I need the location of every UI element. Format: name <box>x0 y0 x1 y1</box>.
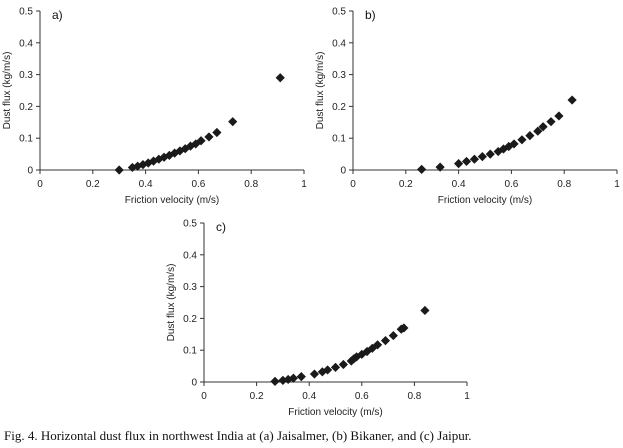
data-point <box>296 371 306 382</box>
data-point <box>546 117 556 127</box>
y-tick-label: 0.4 <box>19 38 33 49</box>
panel-label: c) <box>216 220 226 234</box>
x-tick-label: 1 <box>614 179 620 190</box>
y-axis-label: Dust flux (kg/m/s) <box>2 52 13 130</box>
data-point <box>357 349 367 359</box>
x-tick-label: 0.2 <box>250 391 264 402</box>
data-point <box>477 152 487 162</box>
data-point <box>380 336 391 346</box>
data-point <box>372 340 383 350</box>
y-tick-label: 0.2 <box>19 102 33 113</box>
data-point <box>454 159 464 169</box>
y-tick-label: 0.3 <box>332 70 346 81</box>
data-point <box>351 352 362 362</box>
data-point <box>461 156 472 167</box>
data-point <box>346 356 356 366</box>
y-tick-label: 0 <box>340 166 346 177</box>
data-point <box>399 323 409 333</box>
y-axis-label: Dust flux (kg/m/s) <box>315 52 326 130</box>
x-tick-label: 0.4 <box>452 179 466 190</box>
data-series <box>114 73 285 175</box>
data-point <box>417 164 427 174</box>
data-series <box>417 95 577 174</box>
x-tick-label: 0.4 <box>302 391 316 402</box>
y-tick-label: 0.3 <box>183 282 197 293</box>
x-tick-label: 0 <box>37 179 43 190</box>
data-point <box>275 73 285 83</box>
x-tick-label: 0.6 <box>355 391 369 402</box>
y-tick-label: 0.5 <box>19 7 33 18</box>
data-point <box>388 330 398 341</box>
data-point <box>420 305 430 316</box>
data-point <box>533 126 543 136</box>
data-point <box>309 369 320 379</box>
data-point <box>330 362 341 372</box>
data-point <box>114 165 124 175</box>
y-tick-label: 0.5 <box>332 7 346 18</box>
x-axis-label: Friction velocity (m/s) <box>438 195 532 206</box>
y-tick-label: 0.2 <box>183 314 197 325</box>
y-tick-label: 0.4 <box>332 38 346 49</box>
data-point <box>228 117 238 127</box>
y-tick-label: 0.1 <box>183 346 197 357</box>
x-tick-label: 0 <box>350 179 356 190</box>
x-tick-label: 0 <box>201 391 207 402</box>
y-tick-label: 0 <box>27 166 33 177</box>
data-point <box>525 131 535 141</box>
data-point <box>485 149 495 159</box>
x-tick-label: 1 <box>464 391 470 402</box>
data-point <box>469 154 480 164</box>
data-series <box>270 305 430 386</box>
y-tick-label: 0.1 <box>19 134 33 145</box>
data-point <box>196 136 206 146</box>
data-point <box>204 132 214 142</box>
data-point <box>317 367 327 377</box>
data-point <box>554 111 564 121</box>
y-tick-label: 0.5 <box>183 219 197 230</box>
y-tick-label: 0.1 <box>332 134 346 145</box>
x-tick-label: 1 <box>301 179 307 190</box>
panel-label: b) <box>365 8 376 22</box>
data-point <box>323 365 333 375</box>
x-tick-label: 0.8 <box>557 179 571 190</box>
x-tick-label: 0.4 <box>139 179 153 190</box>
chart-panel-3: 0 0.1 0.2 0.3 0.4 0.5 0 0.2 0.4 0.6 0.8 1 Friction v… <box>166 219 470 419</box>
data-point <box>212 127 222 138</box>
figure-caption: Fig. 4. Horizontal dust flux in northwes… <box>4 428 472 443</box>
data-point <box>538 122 548 132</box>
y-tick-label: 0.2 <box>332 102 346 113</box>
x-axis-label: Friction velocity (m/s) <box>125 195 219 206</box>
data-point <box>338 359 348 370</box>
figure-plots: 0 0.1 0.2 0.3 0.4 0.5 0 0.2 0.4 0.6 0.8 1 Friction v… <box>2 7 620 419</box>
data-point <box>567 95 577 105</box>
y-tick-label: 0 <box>191 378 197 389</box>
y-axis-label: Dust flux (kg/m/s) <box>166 264 177 342</box>
panel-label: a) <box>52 8 63 22</box>
data-point <box>288 373 299 383</box>
x-axis-label: Friction velocity (m/s) <box>288 407 382 418</box>
data-point <box>278 375 288 386</box>
chart-panel-2: 0 0.1 0.2 0.3 0.4 0.5 0 0.2 0.4 0.6 0.8 1 Friction v… <box>315 7 620 207</box>
chart-panel-1: 0 0.1 0.2 0.3 0.4 0.5 0 0.2 0.4 0.6 0.8 1 Friction v… <box>2 7 307 207</box>
data-point <box>509 139 519 149</box>
data-point <box>435 162 445 172</box>
x-tick-label: 0.2 <box>399 179 413 190</box>
x-tick-label: 0.6 <box>504 179 518 190</box>
x-tick-label: 0.6 <box>191 179 205 190</box>
x-tick-label: 0.2 <box>86 179 100 190</box>
x-tick-label: 0.8 <box>244 179 258 190</box>
x-tick-label: 0.8 <box>407 391 421 402</box>
data-point <box>517 135 527 145</box>
y-tick-label: 0.4 <box>183 250 197 261</box>
data-point <box>270 376 280 386</box>
y-tick-label: 0.3 <box>19 70 33 81</box>
